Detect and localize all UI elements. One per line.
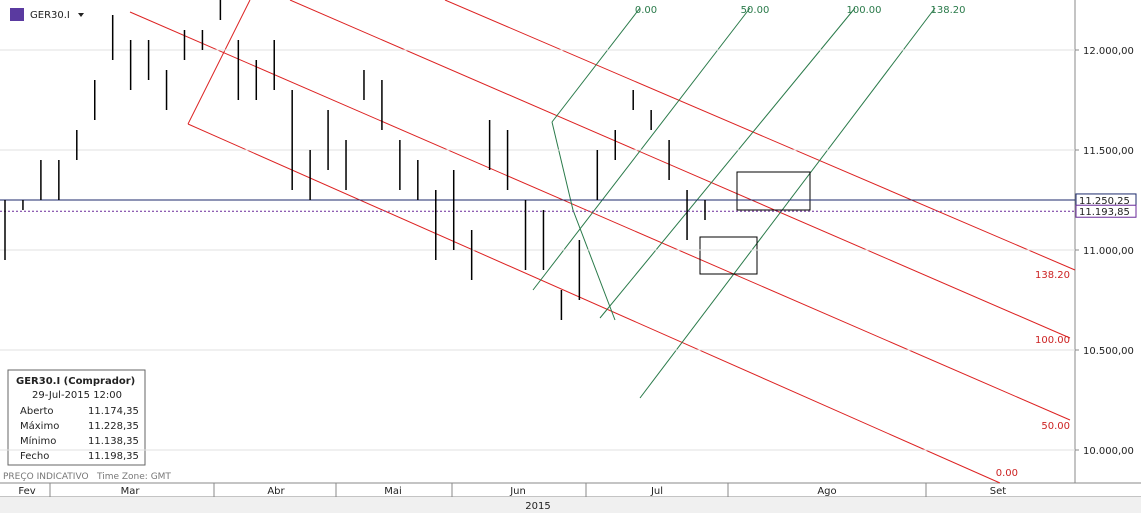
dropdown-arrow[interactable] (78, 13, 84, 17)
fib-label: 0.00 (635, 5, 657, 16)
y-tick-label: 11.000,00 (1083, 246, 1134, 257)
fib-label: 50.00 (1041, 421, 1070, 432)
y-tick-label: 10.500,00 (1083, 346, 1134, 357)
box (699, 236, 758, 275)
box (736, 171, 811, 211)
fib-label: 50.00 (741, 5, 770, 16)
info-value: 11.228,35 (88, 421, 139, 432)
x-tick-label: Mar (121, 486, 141, 497)
info-label: Máximo (20, 420, 59, 432)
x-tick-label: Ago (817, 486, 836, 497)
fib-line (551, 7, 641, 123)
info-value: 11.198,35 (88, 451, 139, 462)
fib-label: 0.00 (996, 468, 1018, 479)
x-tick-label: Mai (384, 486, 402, 497)
x-tick-label: Jun (509, 486, 526, 497)
fib-label: 100.00 (847, 5, 882, 16)
price-tag-label: 11.193,85 (1079, 207, 1130, 218)
fork-line (444, 0, 1076, 271)
fib-line (532, 7, 751, 291)
y-tick-label: 12.000,00 (1083, 46, 1134, 57)
info-label: Mínimo (20, 435, 56, 447)
fork-line (289, 0, 1071, 339)
info-box (7, 369, 146, 466)
fib-label: 100.00 (1035, 335, 1070, 346)
x-tick-label: Set (990, 486, 1007, 497)
fib-label: 138.20 (931, 5, 966, 16)
fork-line (187, 0, 251, 125)
year-label: 2015 (525, 501, 550, 512)
symbol[interactable]: GER30.I (30, 10, 70, 21)
info-value: 11.138,35 (88, 436, 139, 447)
x-tick-label: Jul (650, 486, 663, 497)
info-label: Fecho (20, 451, 49, 462)
info-label: Aberto (20, 406, 54, 417)
symbol-icon[interactable] (10, 8, 24, 21)
fib-line (551, 121, 616, 321)
x-tick-label: Abr (267, 486, 285, 497)
fork-line (187, 123, 1001, 484)
price-tag (1075, 204, 1137, 218)
footer-note: PREÇO INDICATIVO (3, 472, 89, 482)
x-tick-label: Fev (18, 486, 35, 497)
price-tag-label: 11.250,25 (1079, 196, 1130, 207)
fork-line (129, 11, 1071, 421)
footer-timezone: Time Zone: GMT (96, 472, 171, 482)
info-value: 11.174,35 (88, 406, 139, 417)
info-title: GER30.I (Comprador) (16, 376, 135, 387)
y-tick-label: 11.500,00 (1083, 146, 1134, 157)
fib-line (599, 7, 856, 319)
info-panel: GER30.I (Comprador) 29-Jul-2015 12:00 Ab… (7, 369, 146, 466)
info-date: 29-Jul-2015 12:00 (32, 390, 122, 401)
fib-label: 138.20 (1035, 270, 1070, 281)
fib-line (639, 7, 936, 399)
y-tick-label: 10.000,00 (1083, 446, 1134, 457)
year-bar (0, 497, 1141, 513)
